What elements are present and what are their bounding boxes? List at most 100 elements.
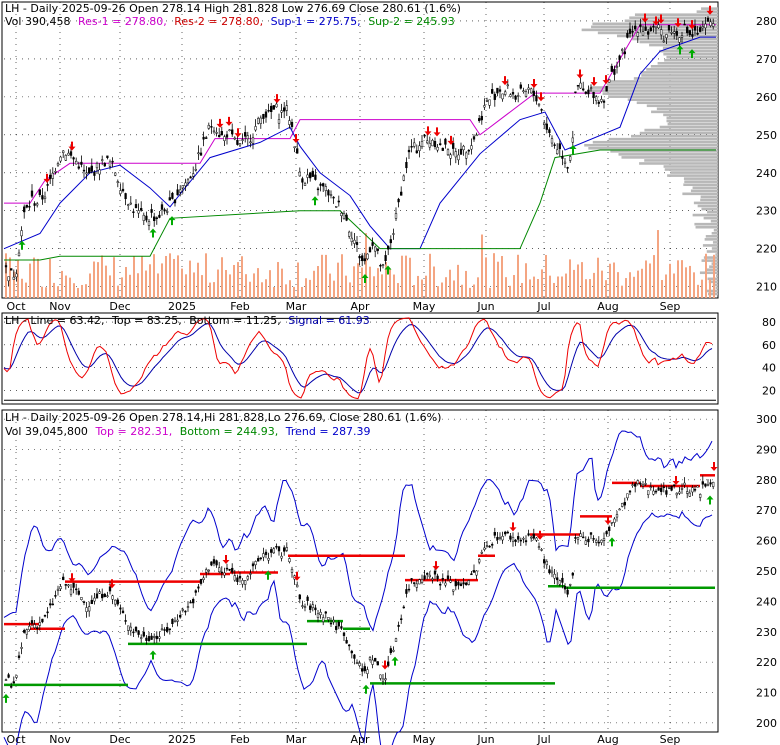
volume-profile-bar bbox=[629, 16, 718, 20]
price-header-sup1: Sup-1 = 275.75, bbox=[271, 15, 361, 28]
trend-candle-body bbox=[181, 609, 184, 611]
price-candle-body bbox=[402, 175, 405, 181]
trend-candle-body bbox=[574, 537, 577, 539]
trend-x-tick-label: 2025 bbox=[168, 733, 196, 745]
price-candle-body bbox=[150, 209, 153, 213]
trend-candle-body bbox=[431, 578, 434, 580]
price-candle-body bbox=[95, 163, 99, 169]
trend-candle-body bbox=[439, 583, 442, 586]
volume-bar bbox=[117, 285, 119, 298]
price-candle-body bbox=[197, 152, 200, 155]
trend-candle-body bbox=[444, 582, 447, 586]
sell-arrow bbox=[706, 5, 714, 15]
volume-bar bbox=[609, 263, 611, 298]
price-candle-body bbox=[134, 204, 138, 208]
volume-bar bbox=[517, 254, 519, 298]
volume-bar bbox=[525, 263, 527, 298]
volume-bar bbox=[473, 284, 475, 298]
price-candle-body bbox=[275, 103, 278, 108]
price-candle-body bbox=[186, 179, 190, 184]
trend-candle-body bbox=[514, 539, 517, 542]
sell-arrow bbox=[652, 16, 660, 26]
volume-profile-bar bbox=[712, 241, 718, 244]
price-candle-body bbox=[457, 154, 460, 161]
price-header-res1: Res-1 = 278.80, bbox=[78, 15, 167, 28]
volume-bar bbox=[413, 284, 415, 298]
trend-sell-arrow bbox=[432, 561, 440, 571]
trend-candle-body bbox=[691, 487, 694, 493]
trend-candle-body bbox=[470, 573, 473, 576]
trend-candle-body bbox=[423, 575, 426, 580]
volume-bar bbox=[705, 253, 707, 298]
trend-upper-band bbox=[3, 430, 713, 632]
volume-profile-bar bbox=[683, 183, 718, 187]
trend-x-tick-label: Oct bbox=[6, 733, 26, 745]
osc-header-signal: Signal = 61.93 bbox=[288, 314, 370, 327]
price-candle-body bbox=[342, 212, 346, 219]
price-candle-body bbox=[459, 148, 463, 155]
volume-bar bbox=[681, 260, 683, 298]
volume-profile-bar bbox=[656, 107, 718, 111]
volume-bar bbox=[549, 275, 551, 298]
osc-signal-line bbox=[3, 323, 713, 394]
trend-y-tick-label: 250 bbox=[756, 565, 777, 578]
price-candle-body bbox=[324, 186, 327, 191]
trend-candle-body bbox=[199, 579, 203, 584]
price-candle-body bbox=[85, 172, 88, 175]
volume-bar bbox=[689, 265, 691, 298]
price-candle-body bbox=[428, 142, 431, 148]
trend-y-tick-label: 300 bbox=[756, 413, 777, 426]
price-candle-body bbox=[132, 211, 135, 213]
trend-candle-body bbox=[436, 575, 439, 580]
trend-candle-body bbox=[301, 605, 304, 607]
trend-candle-body bbox=[98, 591, 101, 594]
price-candle-body bbox=[374, 246, 377, 252]
volume-bar bbox=[465, 270, 467, 298]
price-candle-body bbox=[82, 169, 86, 172]
trend-candle-body bbox=[418, 579, 421, 585]
price-candle-body bbox=[540, 109, 543, 111]
price-candle-body bbox=[62, 150, 65, 153]
volume-bar bbox=[213, 282, 215, 298]
buy-arrow bbox=[361, 274, 369, 283]
trend-candle-body bbox=[324, 611, 327, 614]
volume-bar bbox=[633, 276, 635, 298]
volume-bar bbox=[533, 276, 535, 298]
price-x-tick-label: Jun bbox=[476, 300, 494, 313]
trend-sell-arrow bbox=[108, 579, 116, 589]
trend-candle-body bbox=[259, 557, 262, 560]
price-candle-body bbox=[77, 166, 80, 169]
trend-candle-body bbox=[509, 535, 512, 540]
volume-bar bbox=[653, 255, 655, 298]
trend-candle-body bbox=[644, 483, 647, 485]
volume-bar bbox=[5, 253, 7, 298]
volume-profile-bar bbox=[627, 98, 718, 102]
volume-bar bbox=[353, 266, 355, 298]
volume-profile-bar bbox=[659, 125, 718, 129]
price-candle-body bbox=[277, 119, 281, 124]
volume-profile-bar bbox=[621, 156, 718, 159]
price-candle-body bbox=[103, 163, 106, 167]
price-candle-body bbox=[693, 25, 697, 31]
trend-candle-body bbox=[498, 537, 502, 539]
osc-y-tick-label: 80 bbox=[762, 316, 776, 329]
price-candle-body bbox=[348, 231, 351, 237]
price-candle-body bbox=[613, 69, 616, 75]
price-candle-body bbox=[517, 95, 520, 97]
volume-profile-bar bbox=[608, 137, 718, 141]
trend-candle-body bbox=[545, 561, 548, 566]
price-candle-body bbox=[298, 171, 301, 177]
volume-bar bbox=[601, 270, 603, 298]
price-candle-body bbox=[480, 115, 483, 121]
price-candle-body bbox=[509, 94, 512, 97]
trend-candle-body bbox=[587, 538, 590, 543]
price-candle-body bbox=[381, 264, 385, 266]
trend-candle-body bbox=[17, 655, 21, 658]
buy-arrow bbox=[676, 45, 684, 55]
price-candle-body bbox=[535, 95, 538, 102]
price-candle-body bbox=[283, 107, 286, 112]
price-candle-body bbox=[384, 255, 387, 261]
volume-profile-bar bbox=[692, 186, 718, 190]
sell-arrow bbox=[273, 94, 281, 104]
trend-sell-arrow bbox=[293, 571, 301, 581]
